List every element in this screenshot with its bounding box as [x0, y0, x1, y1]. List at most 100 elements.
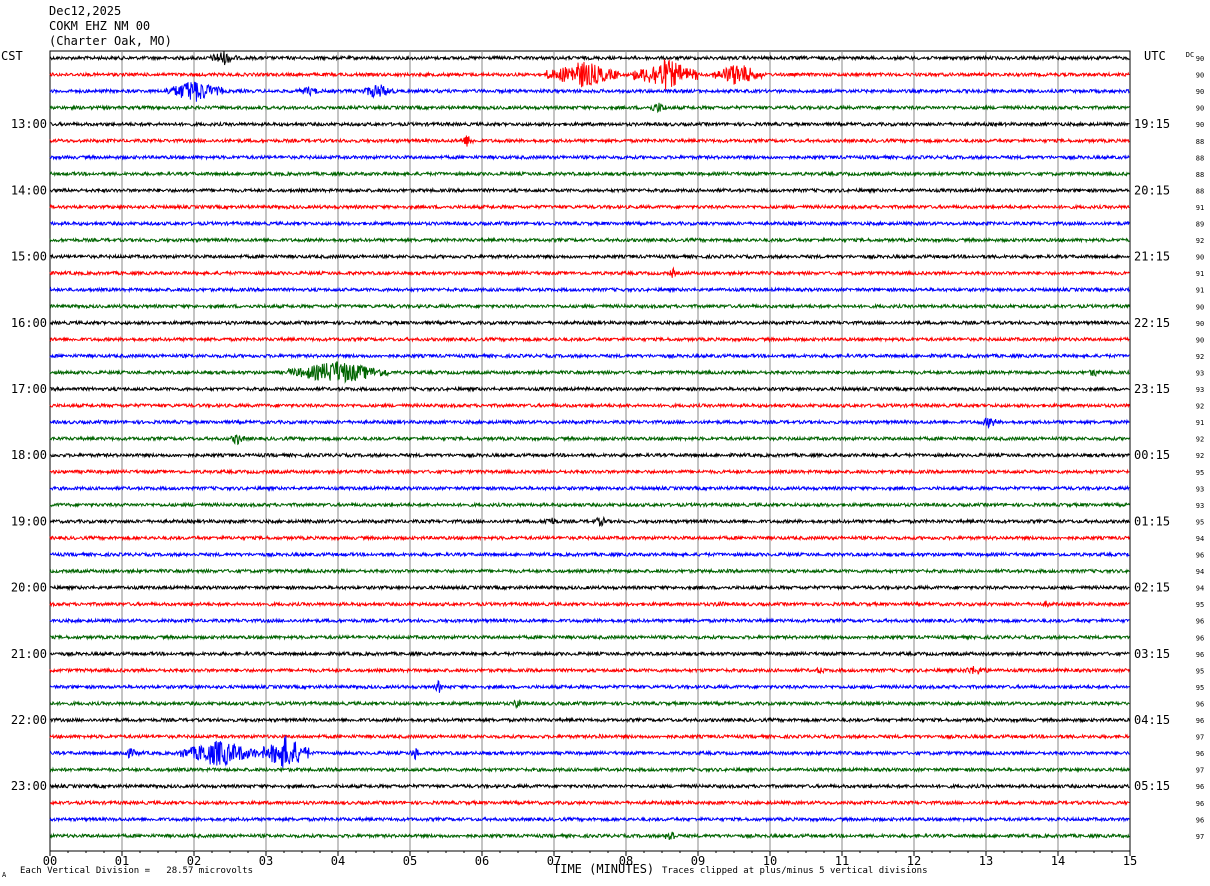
seismic-trace — [49, 666, 1130, 675]
seismic-trace — [49, 302, 1130, 310]
dc-value-label: 90 — [1196, 72, 1204, 80]
dc-value-label: 92 — [1196, 436, 1204, 444]
seismic-trace — [49, 236, 1130, 244]
dc-value-label: 93 — [1196, 386, 1204, 394]
left-hour-label: 20:00 — [11, 581, 47, 595]
x-tick-label: 04 — [331, 854, 345, 866]
seismic-trace — [50, 219, 1130, 227]
seismic-trace — [49, 831, 1130, 840]
x-tick-label: 00 — [43, 854, 57, 866]
left-timezone-label: CST — [1, 49, 23, 63]
seismogram-plot: 00 01 02 03 04 05 06 07 08 09 10 11 12 13 14 15 90 90 90 90… — [11, 50, 1204, 866]
seismic-trace — [49, 186, 1130, 194]
dc-value-label: 92 — [1196, 403, 1204, 411]
seismic-trace — [49, 451, 1130, 459]
dc-value-label: 95 — [1196, 469, 1204, 477]
dc-value-label: 91 — [1196, 204, 1204, 212]
seismic-trace — [49, 319, 1130, 327]
seismic-trace — [49, 170, 1130, 178]
right-hour-label: 22:15 — [1134, 316, 1170, 330]
left-hour-label: 19:00 — [11, 514, 47, 528]
seismic-trace — [49, 633, 1130, 641]
dc-value-label: 92 — [1196, 353, 1204, 361]
left-hour-label: 22:00 — [11, 713, 47, 727]
seismic-trace — [49, 484, 1130, 492]
right-hour-label: 05:15 — [1134, 779, 1170, 793]
x-tick-label: 09 — [691, 854, 705, 866]
dc-value-label: 90 — [1196, 336, 1204, 344]
x-tick-label: 13 — [979, 854, 993, 866]
seismic-trace — [49, 679, 1130, 693]
dc-value-label: 93 — [1196, 502, 1204, 510]
dc-value-label: 96 — [1196, 750, 1204, 758]
seismic-trace — [49, 501, 1130, 509]
seismic-trace — [49, 766, 1130, 774]
right-hour-label: 03:15 — [1134, 647, 1170, 661]
dc-value-label: 95 — [1196, 601, 1204, 609]
right-hour-label: 23:15 — [1134, 382, 1170, 396]
x-tick-label: 06 — [475, 854, 489, 866]
seismic-trace — [49, 402, 1130, 410]
x-tick-label: 11 — [835, 854, 849, 866]
dc-value-label: 96 — [1196, 800, 1204, 808]
right-hour-label: 20:15 — [1134, 183, 1170, 197]
x-tick-label: 01 — [115, 854, 129, 866]
header-station: COKM EHZ NM 00 — [49, 19, 151, 33]
seismic-trace — [49, 735, 1130, 768]
left-hour-label: 15:00 — [11, 250, 47, 264]
dc-value-label: 90 — [1196, 55, 1204, 63]
footer-scale-note: Each Vertical Division = 28.57 microvolt… — [20, 866, 253, 876]
seismic-trace — [49, 153, 1130, 161]
dc-value-label: 94 — [1196, 568, 1204, 576]
dc-value-label: 95 — [1196, 518, 1204, 526]
header-location: (Charter Oak, MO) — [49, 34, 172, 48]
right-hour-label: 02:15 — [1134, 581, 1170, 595]
dc-value-label: 96 — [1196, 783, 1204, 791]
seismic-trace — [49, 600, 1130, 609]
x-axis-title: TIME (MINUTES) — [553, 862, 655, 876]
right-hour-label: 21:15 — [1134, 250, 1170, 264]
dc-value-label: 96 — [1196, 634, 1204, 642]
dc-value-label: 93 — [1196, 369, 1204, 377]
x-tick-label: 12 — [907, 854, 921, 866]
dc-value-label: 90 — [1196, 88, 1204, 96]
seismic-trace — [49, 782, 1130, 790]
dc-value-label: 93 — [1196, 485, 1204, 493]
dc-value-label: 96 — [1196, 717, 1204, 725]
plot-frame — [49, 50, 1131, 852]
x-tick-label: 15 — [1123, 854, 1137, 866]
seismic-trace — [49, 617, 1130, 625]
seismic-trace — [49, 799, 1130, 807]
dc-value-label: 96 — [1196, 618, 1204, 626]
seismic-trace — [49, 266, 1130, 278]
right-timezone-label: UTC — [1144, 49, 1166, 63]
seismic-trace — [50, 716, 1130, 724]
dc-value-label: 91 — [1196, 270, 1204, 278]
seismic-trace — [49, 815, 1130, 823]
right-hour-label: 00:15 — [1134, 448, 1170, 462]
x-tick-label: 07 — [547, 854, 561, 866]
seismic-trace — [49, 81, 1130, 102]
dc-value-label: 90 — [1196, 320, 1204, 328]
dc-value-label: 97 — [1196, 734, 1204, 742]
seismic-trace — [49, 551, 1130, 559]
left-hour-label: 18:00 — [11, 448, 47, 462]
footer-mark: A — [2, 871, 7, 879]
seismic-trace — [49, 203, 1130, 211]
dc-value-label: 96 — [1196, 700, 1204, 708]
dc-value-label: 95 — [1196, 667, 1204, 675]
dc-value-label: 97 — [1196, 767, 1204, 775]
seismic-trace — [49, 468, 1130, 476]
dc-value-label: 97 — [1196, 833, 1204, 841]
dc-value-label: 96 — [1196, 552, 1204, 560]
right-hour-label: 04:15 — [1134, 713, 1170, 727]
dc-value-label: 88 — [1196, 154, 1204, 162]
left-hour-label: 14:00 — [11, 183, 47, 197]
left-hour-label: 13:00 — [11, 117, 47, 131]
seismic-trace — [49, 650, 1130, 658]
right-hour-label: 01:15 — [1134, 514, 1170, 528]
seismic-trace — [49, 515, 1130, 528]
dc-value-label: 89 — [1196, 221, 1204, 229]
left-hour-label: 17:00 — [11, 382, 47, 396]
dc-value-label: 91 — [1196, 419, 1204, 427]
